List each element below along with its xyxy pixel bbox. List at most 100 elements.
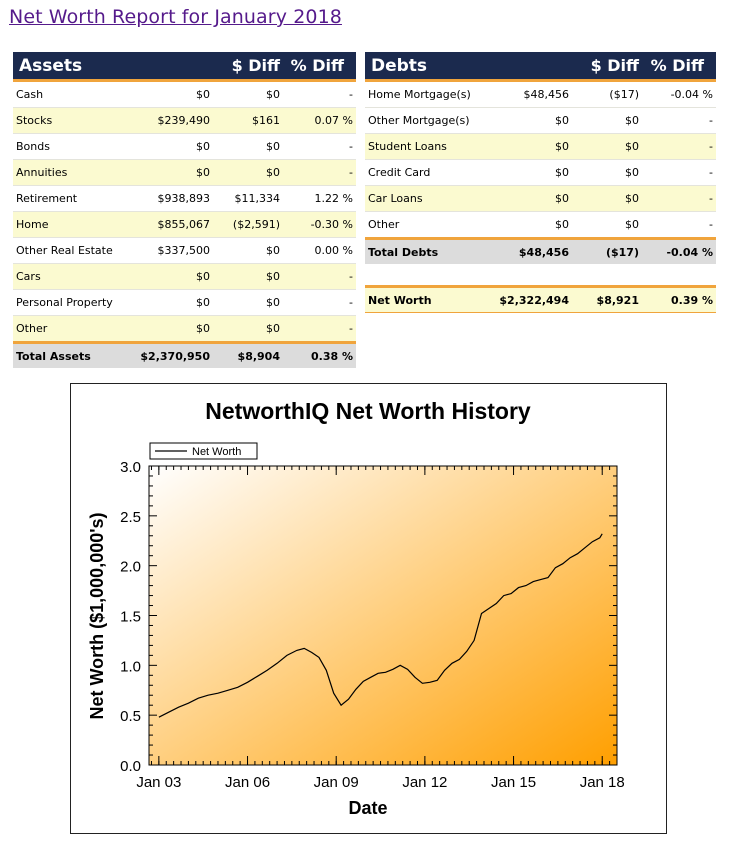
asset-pct: -	[284, 159, 356, 186]
asset-pct: -	[284, 133, 356, 160]
debt-row: Credit Card $0 $0 -	[365, 159, 716, 186]
y-tick-label: 1.5	[120, 609, 141, 626]
asset-diff: $0	[214, 80, 284, 108]
asset-diff: $0	[214, 237, 284, 264]
assets-table: Assets $ Diff % Diff Cash $0 $0 - Stocks…	[13, 52, 356, 368]
asset-value: $239,490	[134, 107, 214, 134]
debt-row: Student Loans $0 $0 -	[365, 133, 716, 160]
asset-diff: $0	[214, 159, 284, 186]
assets-header-label: Assets	[13, 52, 134, 82]
debt-pct: -	[643, 133, 716, 160]
asset-row: Annuities $0 $0 -	[13, 159, 356, 186]
assets-header-pct: % Diff	[284, 52, 356, 82]
asset-value: $0	[134, 315, 214, 343]
asset-row: Bonds $0 $0 -	[13, 133, 356, 160]
spacer-row	[365, 264, 716, 287]
debt-row: Other $0 $0 -	[365, 211, 716, 239]
debt-value: $48,456	[493, 80, 573, 108]
chart-svg: NetworthIQ Net Worth History 0.0 0.5 1.0 1.…	[87, 398, 625, 818]
asset-pct: -0.30 %	[284, 211, 356, 238]
spacer-cell	[365, 264, 716, 287]
asset-row: Retirement $938,893 $11,334 1.22 %	[13, 185, 356, 212]
net-worth-chart: NetworthIQ Net Worth History 0.0 0.5 1.0 1.…	[70, 383, 667, 834]
asset-value: $0	[134, 289, 214, 316]
debt-pct: -	[643, 185, 716, 212]
asset-value: $0	[134, 263, 214, 290]
total-debts-row: Total Debts $48,456 ($17) -0.04 %	[365, 237, 716, 264]
asset-pct: 1.22 %	[284, 185, 356, 212]
debt-diff: $0	[573, 133, 643, 160]
total-assets-label: Total Assets	[13, 341, 134, 368]
asset-row: Stocks $239,490 $161 0.07 %	[13, 107, 356, 134]
chart-legend: Net Worth	[149, 442, 258, 460]
legend-label: Net Worth	[192, 446, 241, 458]
y-tick-label: 1.0	[120, 658, 141, 675]
asset-row: Home $855,067 ($2,591) -0.30 %	[13, 211, 356, 238]
asset-diff: $0	[214, 263, 284, 290]
total-assets-row: Total Assets $2,370,950 $8,904 0.38 %	[13, 341, 356, 368]
debts-header-label: Debts	[365, 52, 493, 82]
debt-label: Credit Card	[365, 159, 493, 186]
total-assets-pct: 0.38 %	[284, 341, 356, 368]
page-title[interactable]: Net Worth Report for January 2018	[9, 6, 342, 28]
x-tick-label: Jan 12	[402, 774, 447, 791]
assets-header-diff: $ Diff	[214, 52, 284, 82]
debts-header-diff: $ Diff	[573, 52, 643, 82]
asset-value: $938,893	[134, 185, 214, 212]
debt-value: $0	[493, 107, 573, 134]
y-tick-label: 0.0	[120, 758, 141, 775]
asset-diff: $0	[214, 315, 284, 343]
net-worth-line	[158, 533, 603, 718]
asset-label: Retirement	[13, 185, 134, 212]
asset-row: Cash $0 $0 -	[13, 80, 356, 108]
debt-label: Car Loans	[365, 185, 493, 212]
debt-diff: $0	[573, 211, 643, 239]
asset-row: Other Real Estate $337,500 $0 0.00 %	[13, 237, 356, 264]
debt-row: Other Mortgage(s) $0 $0 -	[365, 107, 716, 134]
total-assets-diff: $8,904	[214, 341, 284, 368]
debt-value: $0	[493, 159, 573, 186]
net-worth-pct: 0.39 %	[643, 285, 716, 313]
x-axis: Jan 03 Jan 06 Jan 09 Jan 12 Jan 15 Jan 18	[136, 466, 625, 791]
asset-label: Other Real Estate	[13, 237, 134, 264]
debts-header-value	[493, 52, 573, 82]
chart-title: NetworthIQ Net Worth History	[205, 398, 531, 424]
debt-value: $0	[493, 133, 573, 160]
plot-area	[148, 465, 618, 766]
net-worth-diff: $8,921	[573, 285, 643, 313]
debt-label: Home Mortgage(s)	[365, 80, 493, 108]
legend-box	[149, 442, 258, 460]
debt-row: Car Loans $0 $0 -	[365, 185, 716, 212]
asset-value: $0	[134, 159, 214, 186]
asset-value: $337,500	[134, 237, 214, 264]
y-tick-label: 2.0	[120, 559, 141, 576]
asset-pct: 0.07 %	[284, 107, 356, 134]
asset-pct: 0.00 %	[284, 237, 356, 264]
total-debts-value: $48,456	[493, 237, 573, 264]
asset-row: Personal Property $0 $0 -	[13, 289, 356, 316]
assets-header-value	[134, 52, 214, 82]
asset-row: Other $0 $0 -	[13, 315, 356, 343]
total-debts-label: Total Debts	[365, 237, 493, 264]
assets-header-row: Assets $ Diff % Diff	[13, 52, 356, 82]
debt-value: $0	[493, 211, 573, 239]
asset-label: Annuities	[13, 159, 134, 186]
asset-pct: -	[284, 80, 356, 108]
net-worth-label: Net Worth	[365, 285, 493, 313]
debt-diff: ($17)	[573, 80, 643, 108]
net-worth-value: $2,322,494	[493, 285, 573, 313]
debt-label: Other	[365, 211, 493, 239]
x-tick-label: Jan 03	[136, 774, 181, 791]
x-tick-label: Jan 18	[580, 774, 625, 791]
asset-diff: $0	[214, 133, 284, 160]
total-debts-diff: ($17)	[573, 237, 643, 264]
asset-row: Cars $0 $0 -	[13, 263, 356, 290]
total-debts-pct: -0.04 %	[643, 237, 716, 264]
asset-diff: $0	[214, 289, 284, 316]
x-tick-label: Jan 06	[225, 774, 270, 791]
x-axis-label: Date	[348, 798, 387, 818]
debt-row: Home Mortgage(s) $48,456 ($17) -0.04 %	[365, 80, 716, 108]
debts-header-row: Debts $ Diff % Diff	[365, 52, 716, 82]
debts-header-pct: % Diff	[643, 52, 716, 82]
asset-label: Cars	[13, 263, 134, 290]
